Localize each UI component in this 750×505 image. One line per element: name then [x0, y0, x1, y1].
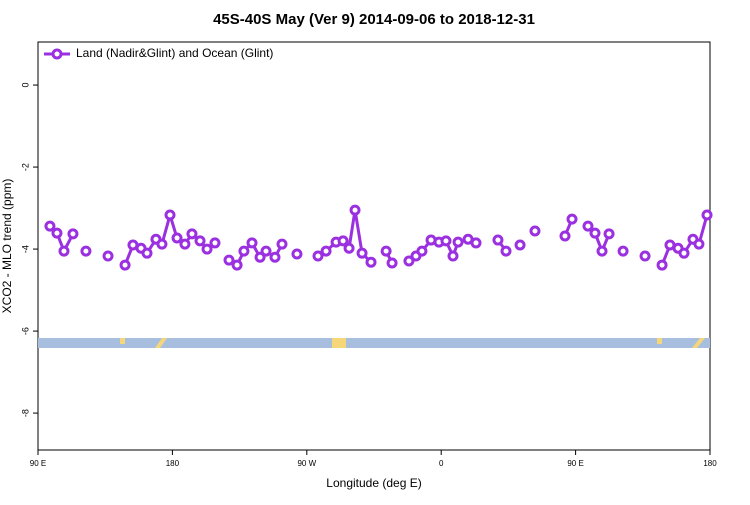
data-point — [238, 245, 250, 257]
x-tick-label: 180 — [703, 459, 717, 468]
data-point — [492, 234, 504, 246]
plot-frame — [37, 41, 711, 451]
data-point — [639, 250, 651, 262]
data-point — [529, 225, 541, 237]
data-point — [141, 247, 153, 259]
data-point — [179, 238, 191, 250]
data-point — [164, 209, 176, 221]
data-point — [582, 220, 594, 232]
data-point — [44, 220, 56, 232]
y-axis-label: XCO2 - MLO trend (ppm) — [0, 179, 14, 314]
x-tick-label: 90 W — [297, 459, 316, 468]
data-point — [269, 251, 281, 263]
data-point — [291, 248, 303, 260]
data-point — [470, 237, 482, 249]
data-point — [617, 245, 629, 257]
data-point — [194, 235, 206, 247]
data-point — [102, 250, 114, 262]
data-point — [416, 245, 428, 257]
land-ocean-strip — [38, 338, 710, 348]
data-point — [260, 245, 272, 257]
x-tick-label: 90 E — [30, 459, 46, 468]
x-tick-label: 0 — [439, 459, 444, 468]
data-point — [276, 238, 288, 250]
y-tick-label: -2 — [20, 163, 30, 171]
data-point — [452, 236, 464, 248]
data-point — [80, 245, 92, 257]
y-tick-label: -4 — [20, 245, 30, 253]
data-point — [337, 235, 349, 247]
data-point — [119, 259, 131, 271]
data-point — [156, 238, 168, 250]
data-point — [231, 259, 243, 271]
data-point — [349, 204, 361, 216]
data-point — [356, 247, 368, 259]
legend-label: Land (Nadir&Glint) and Ocean (Glint) — [76, 46, 273, 60]
data-point — [656, 259, 668, 271]
data-point — [380, 245, 392, 257]
x-tick-label: 180 — [166, 459, 180, 468]
data-point — [186, 228, 198, 240]
x-tick-label: 90 E — [567, 459, 583, 468]
data-point — [201, 243, 213, 255]
data-point — [559, 230, 571, 242]
x-axis-label: Longitude (deg E) — [326, 476, 421, 490]
data-point — [51, 227, 63, 239]
data-point — [209, 237, 221, 249]
legend-marker — [51, 48, 63, 60]
y-tick-label: -6 — [20, 327, 30, 335]
data-point — [693, 238, 705, 250]
data-point — [596, 245, 608, 257]
data-point — [447, 250, 459, 262]
data-point — [320, 245, 332, 257]
data-point — [566, 213, 578, 225]
data-point — [171, 232, 183, 244]
data-point — [403, 255, 415, 267]
data-point — [365, 256, 377, 268]
data-point — [500, 245, 512, 257]
data-point — [58, 245, 70, 257]
data-point — [386, 257, 398, 269]
data-point — [67, 228, 79, 240]
data-point — [254, 251, 266, 263]
data-point — [312, 250, 324, 262]
data-point — [343, 242, 355, 254]
data-point — [678, 247, 690, 259]
data-point — [246, 237, 258, 249]
data-point — [223, 254, 235, 266]
y-tick-label: 0 — [20, 83, 30, 88]
chart-title: 45S-40S May (Ver 9) 2014-09-06 to 2018-1… — [213, 11, 535, 28]
data-point — [514, 239, 526, 251]
data-point — [589, 227, 601, 239]
data-point — [440, 235, 452, 247]
data-point — [603, 228, 615, 240]
y-tick-label: -8 — [20, 409, 30, 417]
data-point — [701, 209, 713, 221]
